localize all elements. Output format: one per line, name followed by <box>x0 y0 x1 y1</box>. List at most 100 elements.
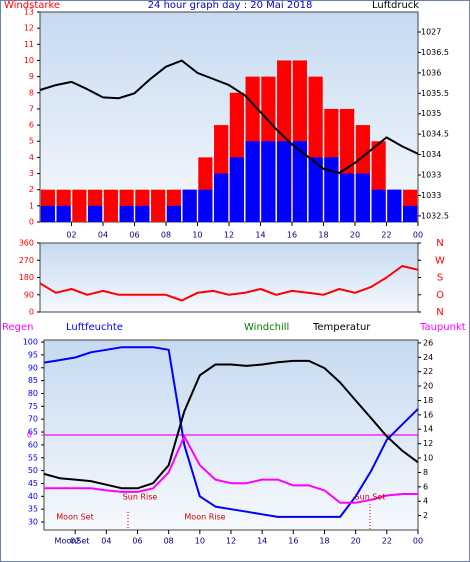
x-tick-label: 18 <box>319 537 329 546</box>
y-tick-label: 85 <box>28 376 38 385</box>
wind-bar <box>371 189 386 222</box>
wind-bar <box>72 189 87 222</box>
y2-tick-label: 10 <box>423 454 433 463</box>
x-tick-label: 04 <box>98 231 108 240</box>
dewpoint-label: Taupunkt <box>419 322 466 333</box>
y2-tick-label: 26 <box>423 338 433 347</box>
x-tick-label: 02 <box>66 231 76 240</box>
y2-tick-label: 4 <box>423 497 428 506</box>
wind-bar <box>103 189 118 222</box>
annotation: Moon Set <box>56 513 93 522</box>
y2-tick-label: 12 <box>423 439 433 448</box>
y2-tick-label: 1034.5 <box>421 130 449 139</box>
y-tick-label: 65 <box>28 428 38 437</box>
y2-tick-label: 1027 <box>421 28 441 37</box>
y-tick-label: 35 <box>28 505 38 514</box>
wind-bar <box>355 173 370 222</box>
y-tick-label: 7 <box>29 104 34 113</box>
y-tick-label: 360 <box>19 239 34 248</box>
wind-bar <box>40 205 55 222</box>
y2-tick-label: N <box>436 307 443 318</box>
wind-bar <box>261 141 276 222</box>
y-tick-label: 270 <box>19 256 34 265</box>
x-tick-label: 08 <box>161 231 171 240</box>
y2-tick-label: 14 <box>423 425 433 434</box>
x-tick-label: 14 <box>255 231 265 240</box>
annotation: Moon Rise <box>184 513 225 522</box>
wind-bar <box>340 173 355 222</box>
x-tick-label: 10 <box>192 231 202 240</box>
y-tick-label: 80 <box>28 389 38 398</box>
y-tick-label: 5 <box>29 137 34 146</box>
y-label: Luftfeuchte <box>66 322 123 333</box>
plot-area <box>39 11 419 223</box>
x-tick-label: 20 <box>350 231 360 240</box>
wind-bar <box>214 173 229 222</box>
x-tick-label: 22 <box>381 231 391 240</box>
series-line <box>39 59 419 174</box>
wind-bar <box>56 205 71 222</box>
y2-tick-label: 8 <box>423 468 428 477</box>
y2-tick-label: 1033 <box>421 171 441 180</box>
wind-bar <box>198 189 213 222</box>
y2-tick-label: 1034 <box>421 150 441 159</box>
y2-label: Temperatur <box>312 322 371 333</box>
y-tick-label: 50 <box>28 466 38 475</box>
y-tick-label: 4 <box>29 153 34 162</box>
y-tick-label: 75 <box>28 402 38 411</box>
wind-bar <box>308 157 323 222</box>
series-line <box>43 359 419 490</box>
x-tick-label: 06 <box>132 537 142 546</box>
x-tick-label: 16 <box>287 231 297 240</box>
y-tick-label: 13 <box>24 8 34 17</box>
y-tick-label: 12 <box>24 24 34 33</box>
y-tick-label: 1 <box>29 201 34 210</box>
wind-bar <box>151 189 166 222</box>
y2-tick-label: 1035 <box>421 109 441 118</box>
y2-label: Luftdruck <box>372 0 419 11</box>
y-tick-label: 100 <box>23 338 38 347</box>
series-line <box>43 346 419 518</box>
y2-tick-label: 1036 <box>421 68 441 77</box>
x-tick-label: 02 <box>70 537 80 546</box>
y-tick-label: 70 <box>28 415 38 424</box>
windchill-label: Windchill <box>244 322 289 333</box>
y2-tick-label: 20 <box>423 382 433 391</box>
series-line <box>44 435 418 504</box>
y2-tick-label: 2 <box>423 511 428 520</box>
x-tick-label: 14 <box>257 537 267 546</box>
y-tick-label: 9 <box>29 72 34 81</box>
x-tick-label: 04 <box>101 537 111 546</box>
plot-area <box>39 242 419 313</box>
annotation: MoonSet <box>55 537 90 546</box>
wind-bar <box>166 205 181 222</box>
y2-tick-label: 24 <box>423 353 433 362</box>
wind-bar <box>182 189 197 222</box>
y2-tick-label: N <box>436 238 443 249</box>
y-tick-label: 55 <box>28 453 38 462</box>
x-tick-label: 22 <box>382 537 392 546</box>
y2-tick-label: 6 <box>423 482 428 491</box>
y2-tick-label: 1035.5 <box>421 89 449 98</box>
y2-tick-label: 1033 <box>421 191 441 200</box>
wind-bar <box>403 205 418 222</box>
wind-bar <box>277 141 292 222</box>
x-tick-label: 20 <box>351 537 361 546</box>
x-tick-label: 00 <box>413 231 423 240</box>
wind-bar <box>229 157 244 222</box>
annotation: Sun Set <box>355 493 386 502</box>
y2-tick-label: 16 <box>423 410 433 419</box>
chart-title: 24 hour graph day : 20 Mai 2018 <box>148 0 313 11</box>
y-tick-label: 0 <box>29 308 34 317</box>
x-tick-label: 18 <box>318 231 328 240</box>
wind-bar <box>135 205 150 222</box>
x-tick-label: 12 <box>226 537 236 546</box>
rain-label: Regen <box>2 322 34 333</box>
y-tick-label: 11 <box>24 40 34 49</box>
y-tick-label: 6 <box>29 121 34 130</box>
y-tick-label: 0 <box>29 218 34 227</box>
x-tick-label: 06 <box>129 231 139 240</box>
y2-tick-label: 1032.5 <box>421 211 449 220</box>
wind-bar <box>324 157 339 222</box>
y-tick-label: 40 <box>28 492 38 501</box>
